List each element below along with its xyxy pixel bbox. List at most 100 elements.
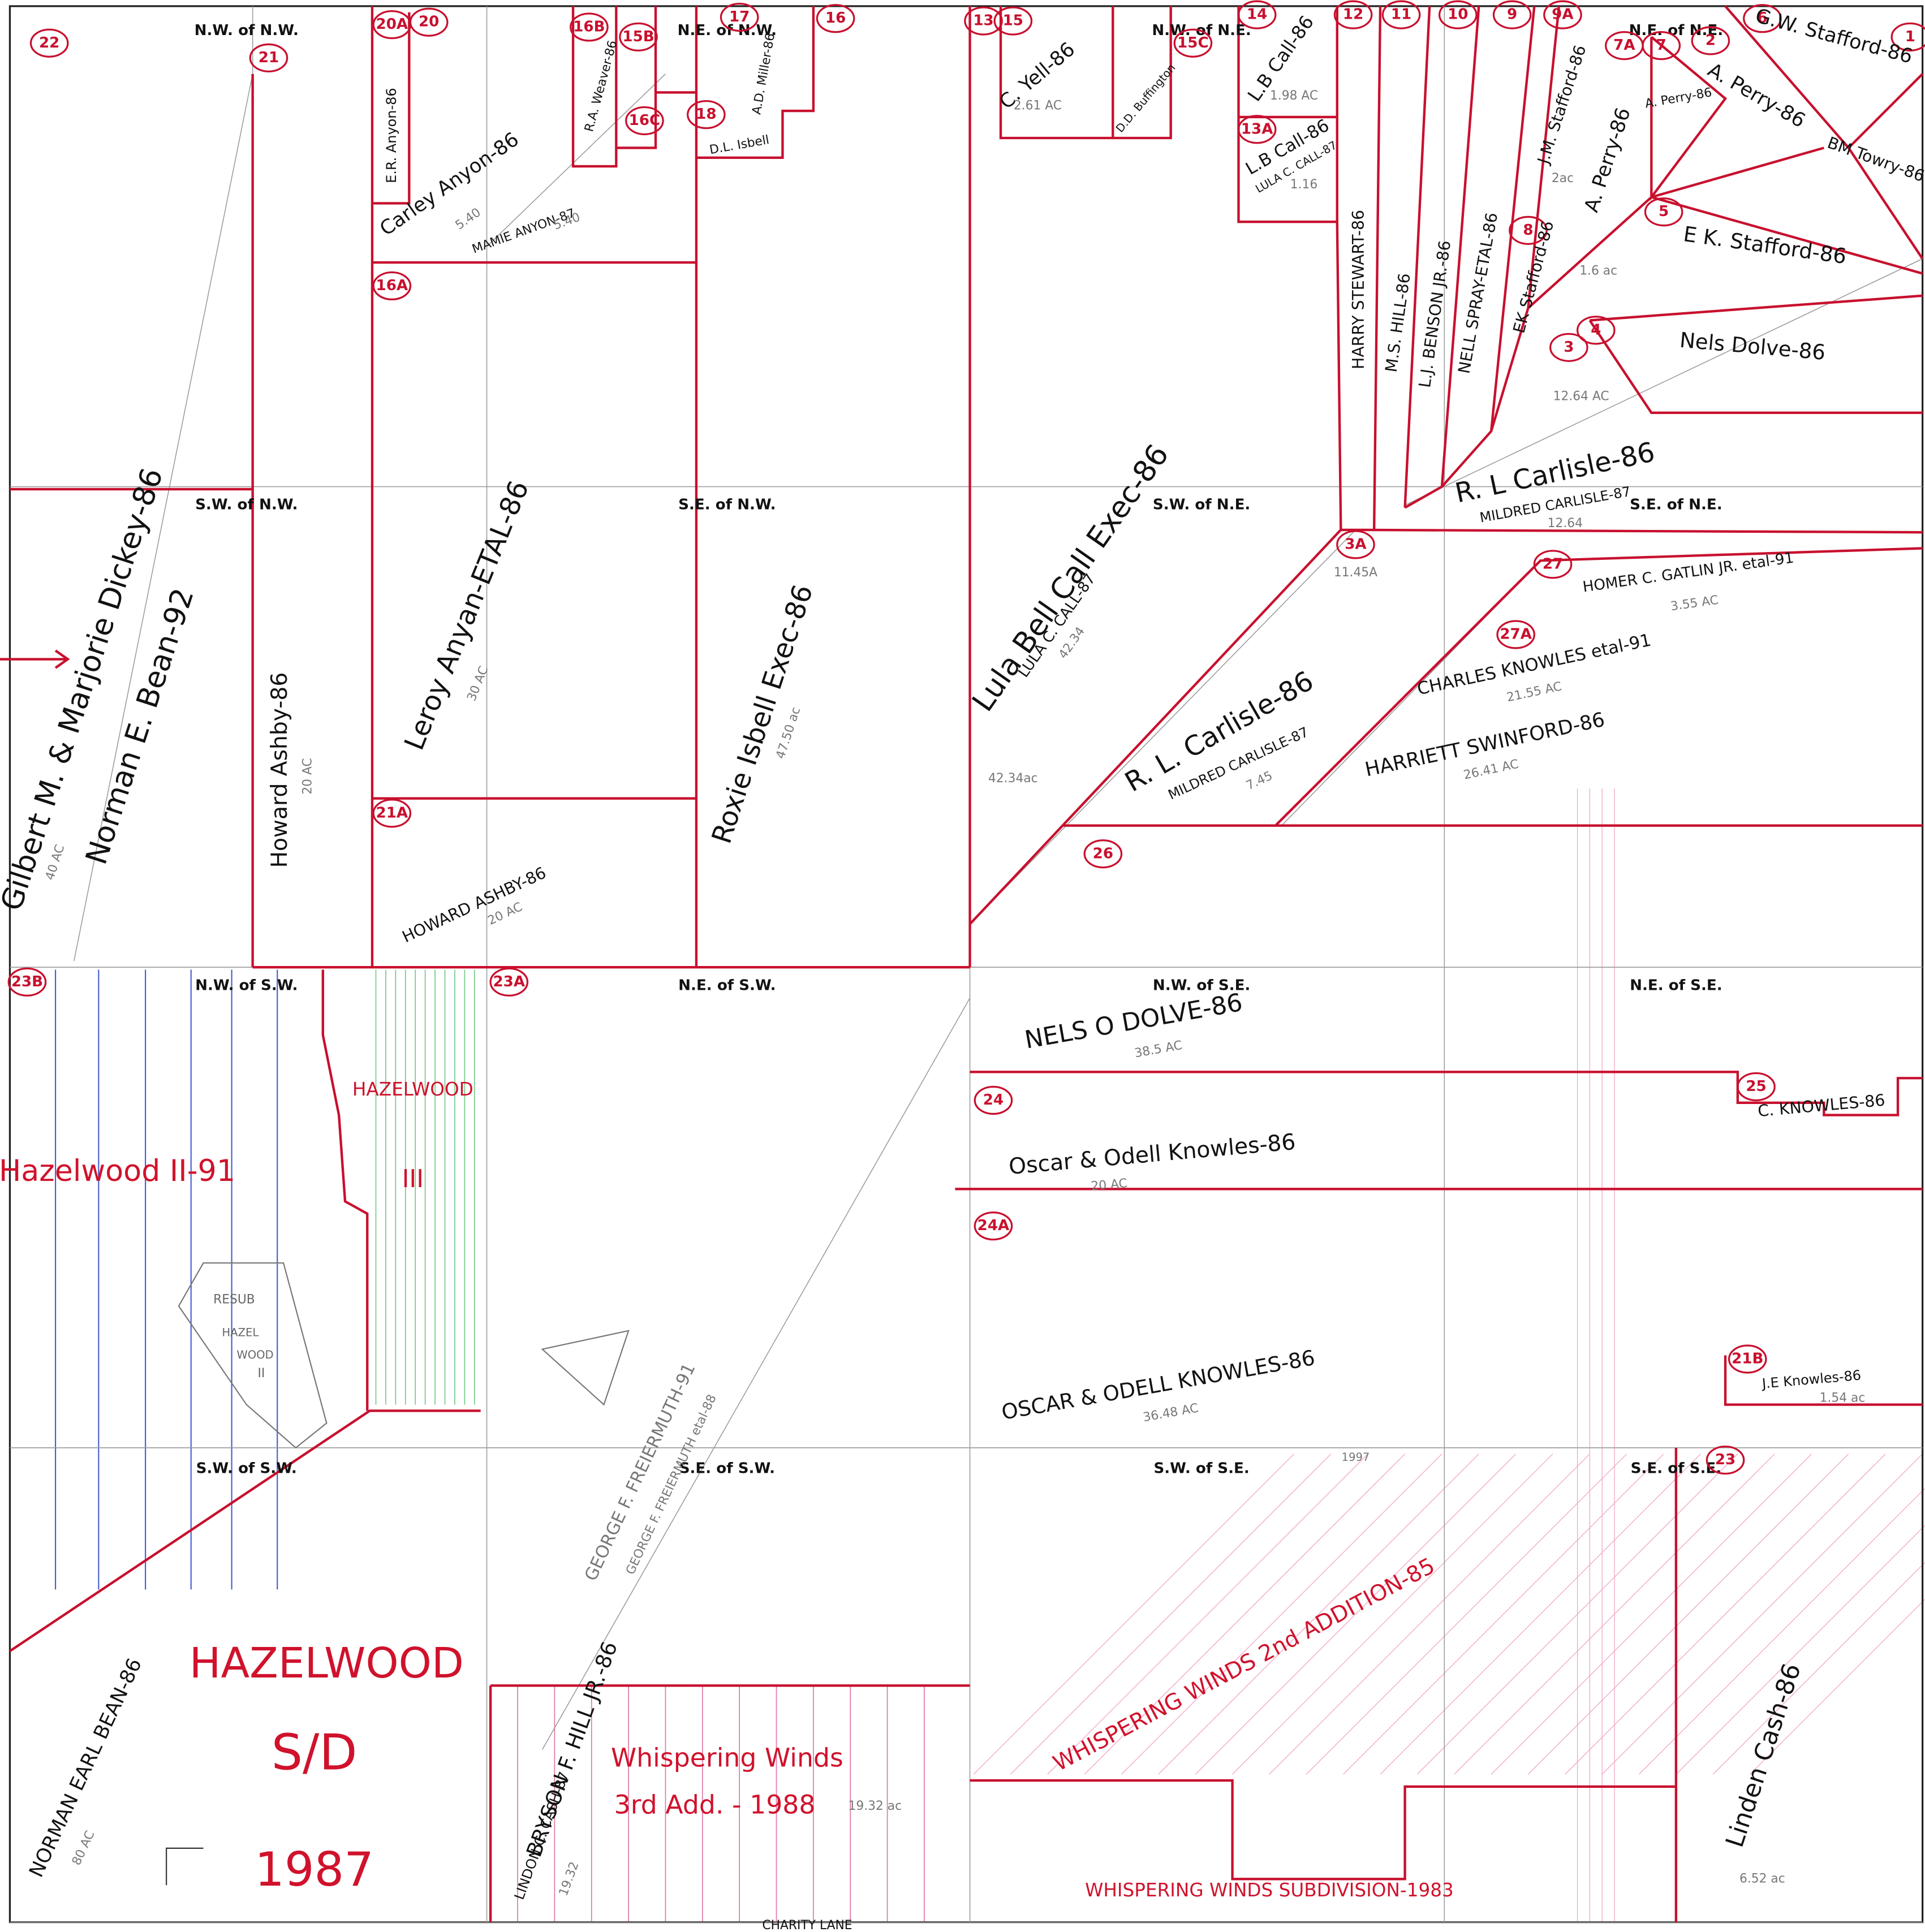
parcel-circle [1237,0,1277,29]
acreage: 1.98 AC [1270,89,1318,103]
whispering-2nd-hatch [1528,1454,1849,1775]
faint-lines [74,74,1923,1750]
parcel-circle [1381,0,1421,29]
parcel-circle [720,2,759,32]
parcel-number: 20 [419,14,439,31]
quarter-label: N.E. of N.W. [678,22,777,39]
subdivision-name: 3rd Add. - 1988 [614,1789,816,1819]
parcel-number: 21A [376,804,408,821]
parcel-number: 17 [729,8,750,25]
quarter-label: N.W. of S.W. [195,977,298,994]
parcel-number: 3 [1564,339,1574,356]
parcel-circle [1549,333,1588,362]
property-lines [0,5,1924,1922]
parcel-number: 10 [1448,6,1468,23]
parcel-circle [1576,316,1616,345]
parcel-number: 9A [1552,6,1574,23]
whispering-2nd-hatch [1491,1454,1812,1775]
parcel-circle [1496,620,1535,649]
parcel-number: 23A [493,973,525,990]
acreage: 1.6 ac [1579,264,1617,278]
parcel-circle [816,4,855,33]
parcel-number: 16 [825,10,846,27]
arrow [0,649,70,669]
whispering-2nd-hatch [1639,1487,1925,1775]
subdivision-name: S/D [272,1723,358,1781]
whispering-2nd-hatch [1306,1454,1627,1775]
owner-name: Howard Ashby-86 [267,672,292,868]
parcel-circle [372,799,412,828]
parcel-number: 22 [39,34,59,51]
parcel-circle [249,43,288,72]
subdivision-name: RESUB [213,1292,255,1306]
acreage: 2.61 AC [1014,98,1062,113]
parcel-circle [974,1085,1013,1115]
resub-outline [178,1262,630,1449]
corner-mark [166,1847,204,1886]
parcel-circle [372,271,412,301]
se-lines [955,1071,1923,1922]
parcel-number: 27A [1500,626,1532,642]
whispering-2nd-hatch [1010,1454,1332,1775]
subdivision-name: II [257,1366,265,1381]
parcel-number: 8 [1523,222,1533,239]
whispering-2nd-hatch [1601,1454,1923,1775]
quarter-label: N.E. of S.E. [1630,977,1722,994]
quarter-label: S.E. of S.W. [679,1460,775,1477]
parcel-circle [489,967,529,997]
ne-lines [968,5,1924,968]
subdivision-name: 1987 [255,1842,374,1897]
parcel-number: 5 [1659,203,1669,220]
parcel-number: 16A [376,277,408,294]
acreage: 11.45A [1334,566,1377,580]
parcel-circle [409,7,449,37]
parcel-number: 26 [1093,845,1113,862]
acreage: 12.64 AC [1553,390,1609,404]
quarter-label: S.E. of N.W. [678,497,776,514]
subdivision-name: HAZELWOOD [352,1079,473,1100]
parcel-number: 23B [11,973,43,990]
parcel-number: 21 [259,49,279,66]
parcel-number: 6 [1757,10,1767,27]
parcel-circle [993,6,1033,36]
parcel-number: 21B [1732,1350,1763,1367]
whispering-2nd-hatch [1565,1454,1886,1775]
parcel-circle [625,106,664,136]
acreage: 12.64 [1548,516,1583,531]
parcel-circle [1737,1072,1776,1102]
quarter-label: S.W. of S.W. [196,1460,297,1477]
parcel-circle [1644,197,1683,227]
parcel-circle [1438,0,1478,29]
whispering-2nd-hatch [973,1454,1294,1775]
subdivision-name: WHISPERING WINDS SUBDIVISION-1983 [1085,1879,1454,1901]
hatching [54,788,1925,1922]
parcel-number: 18 [696,106,716,123]
parcel-number: 15B [622,28,654,45]
parcel-number: 7A [1613,37,1635,54]
parcel-circle [1509,215,1548,245]
subdivision-name: Hazelwood II-91 [0,1154,235,1188]
whispering-2nd-hatch [1343,1454,1664,1775]
parcel-number: 15C [1177,34,1209,51]
parcel-circle [1691,26,1730,55]
quarter-label: S.W. of S.E. [1153,1460,1249,1477]
parcel-number: 3A [1345,536,1367,553]
acreage: 42.34ac [988,771,1038,786]
sw-lines [9,969,970,1922]
whispering-2nd-hatch [1232,1454,1553,1775]
parcel-circle [1533,550,1573,579]
parcel-number: 16B [573,18,605,35]
quarter-label: S.E. of N.E. [1630,497,1722,514]
parcel-circle [1728,1344,1767,1374]
subdivision-name: HAZELWOOD [190,1639,464,1688]
parcel-number: 15 [1003,12,1023,29]
parcel-circle [964,6,1003,36]
parcel-number: 2 [1706,32,1716,49]
parcel-circle [974,1211,1013,1241]
parcel-number: 11 [1391,6,1411,23]
quarter-label: N.W. of N.W. [195,22,299,39]
whispering-2nd-hatch [1195,1454,1517,1775]
parcel-circle [1237,115,1277,144]
acreage: 2ac [1552,171,1574,186]
